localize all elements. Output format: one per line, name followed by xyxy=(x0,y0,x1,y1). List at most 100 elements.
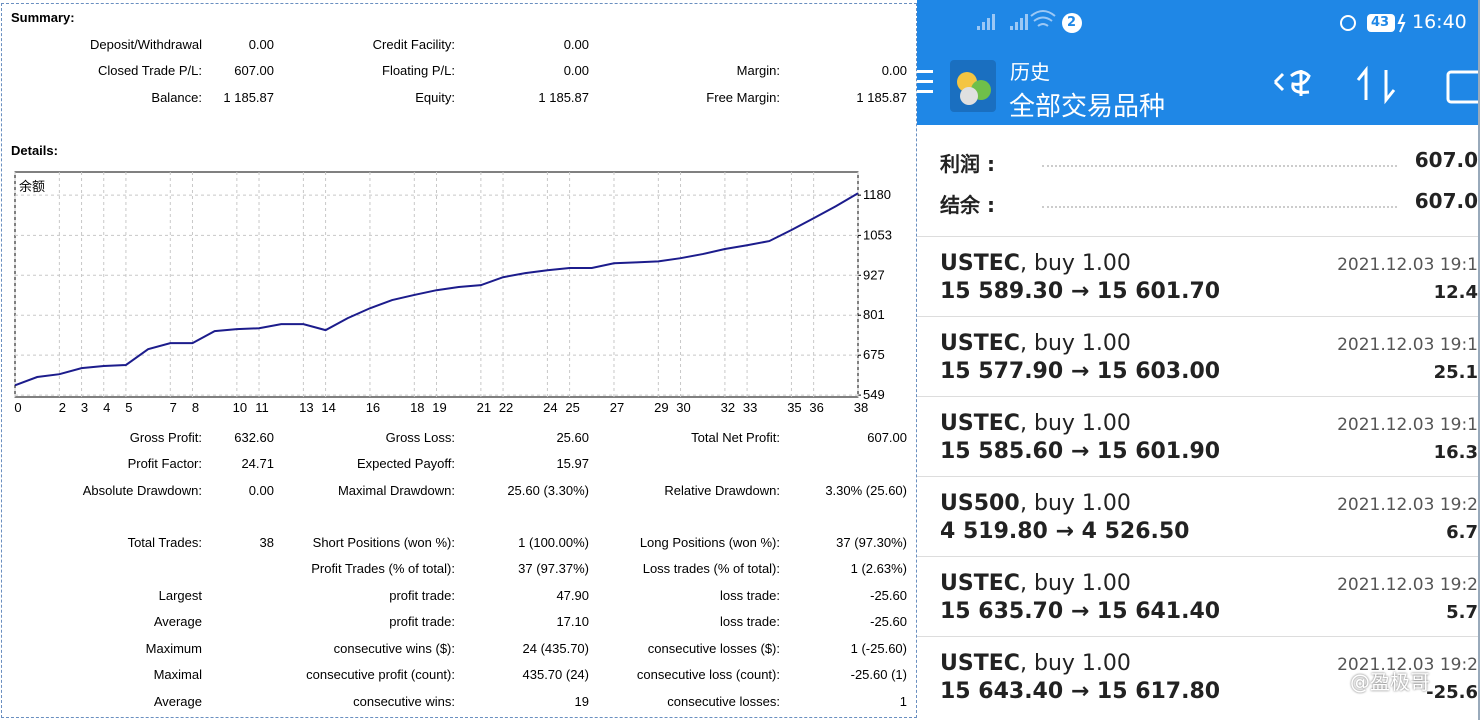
dotted-leader xyxy=(1042,165,1397,167)
balance-chart: 549 675 801 927 1053 1180 0 2 3 4 5 7 8 10 11 13 14 16 18 1… xyxy=(14,171,892,415)
header-subtitle: 全部交易品种 xyxy=(1009,92,1166,122)
x-tick-label: 30 xyxy=(676,400,690,415)
stat-label: Maximal Drawdown: xyxy=(337,483,455,498)
stat-label: Maximum xyxy=(145,641,202,656)
trade-profit: 6.7 xyxy=(1446,522,1478,543)
trade-symbol: USTEC xyxy=(940,571,1020,596)
x-tick-label: 10 xyxy=(233,400,247,415)
x-tick-label: 32 xyxy=(721,400,735,415)
report-frame xyxy=(1,3,917,718)
x-tick-label: 27 xyxy=(610,400,624,415)
stat-label: Total Trades: xyxy=(127,535,202,550)
trade-row[interactable]: USTEC, buy 1.00 15 635.70 → 15 641.40 2021… xyxy=(917,556,1478,636)
trade-side: , buy 1.00 xyxy=(1020,251,1131,276)
separator xyxy=(917,476,1478,477)
summary-value: 1 185.87 xyxy=(856,90,907,105)
trade-profit: 16.3 xyxy=(1433,442,1478,463)
calendar-icon[interactable] xyxy=(1446,70,1478,104)
x-tick-label: 2 xyxy=(59,400,66,415)
summary-value: 1 185.87 xyxy=(538,90,589,105)
balance-line xyxy=(14,192,859,387)
stat-value: 24.71 xyxy=(241,456,274,471)
stat-label: loss trade: xyxy=(720,588,780,603)
stat-value: -25.60 xyxy=(870,614,907,629)
stat-value: 25.60 (3.30%) xyxy=(507,483,589,498)
stat-label: Maximal xyxy=(153,667,202,682)
battery-icon xyxy=(1367,14,1395,32)
stat-label: Largest xyxy=(158,588,202,603)
trade-symbol: USTEC xyxy=(940,251,1020,276)
stat-label: consecutive profit (count): xyxy=(306,667,455,682)
x-tick-label: 8 xyxy=(192,400,199,415)
trade-row[interactable]: USTEC, buy 1.00 15 585.60 → 15 601.90 2021… xyxy=(917,396,1478,476)
x-tick-label: 19 xyxy=(432,400,446,415)
stat-label: Average xyxy=(153,614,202,629)
x-tick-label: 0 xyxy=(14,400,21,415)
stat-label: Gross Loss: xyxy=(385,430,455,445)
stat-value: 1 (-25.60) xyxy=(850,641,907,656)
header-title: 历史 xyxy=(1010,60,1050,84)
trade-prices: 15 635.70 → 15 641.40 xyxy=(940,599,1221,624)
sort-icon[interactable] xyxy=(1356,65,1396,105)
stat-label: consecutive losses: xyxy=(667,694,780,709)
notification-count: 2 xyxy=(1067,15,1077,30)
y-tick-label: 801 xyxy=(863,307,885,322)
stat-label: Loss trades (% of total): xyxy=(642,561,780,576)
trade-prices: 4 519.80 → 4 526.50 xyxy=(940,519,1190,544)
trade-prices: 15 643.40 → 15 617.80 xyxy=(940,679,1221,704)
section-title: Summary: xyxy=(11,10,75,25)
x-tick-label: 16 xyxy=(366,400,380,415)
trade-time: 2021.12.03 19:2 xyxy=(1337,655,1478,675)
stat-label: Short Positions (won %): xyxy=(312,535,455,550)
signal-icons xyxy=(977,10,1056,30)
summary-value: 0.00 xyxy=(881,63,907,78)
trade-profit: -25.6 xyxy=(1426,682,1478,703)
chart-title: 余额 xyxy=(19,179,45,195)
y-tick-label: 549 xyxy=(863,387,885,402)
trade-row[interactable]: USTEC, buy 1.00 15 643.40 → 15 617.80 2021… xyxy=(917,636,1478,716)
total-label: 结余 : xyxy=(940,193,995,217)
x-tick-label: 38 xyxy=(854,400,868,415)
summary-label: Floating P/L: xyxy=(382,63,455,78)
trade-row[interactable]: USTEC, buy 1.00 15 577.90 → 15 603.00 2021… xyxy=(917,316,1478,396)
summary-value: 0.00 xyxy=(248,37,274,52)
stat-value: 1 xyxy=(899,694,907,709)
stat-value: 1 (2.63%) xyxy=(850,561,907,576)
exchange-icon[interactable] xyxy=(1273,70,1311,96)
trade-profit: 5.7 xyxy=(1446,602,1478,623)
y-tick-label: 1180 xyxy=(863,187,891,202)
stat-value: -25.60 xyxy=(870,588,907,603)
total-value: 607.0 xyxy=(1414,148,1478,172)
stat-value: 38 xyxy=(259,535,274,550)
x-tick-label: 25 xyxy=(565,400,579,415)
stat-value: 37 (97.37%) xyxy=(518,561,589,576)
stat-label: Long Positions (won %): xyxy=(639,535,780,550)
stat-value: 607.00 xyxy=(867,430,907,445)
clock: 16:40 xyxy=(1412,11,1467,33)
stat-label: consecutive losses ($): xyxy=(647,641,780,656)
stat-value: 37 (97.30%) xyxy=(836,535,907,550)
trade-side: , buy 1.00 xyxy=(1020,571,1131,596)
alarm-icon xyxy=(1340,15,1356,31)
trade-row[interactable]: US500, buy 1.00 4 519.80 → 4 526.50 2021.1… xyxy=(917,476,1478,556)
separator xyxy=(917,236,1478,237)
stat-value: 1 (100.00%) xyxy=(518,535,589,550)
x-tick-label: 7 xyxy=(170,400,177,415)
x-tick-label: 22 xyxy=(499,400,513,415)
trade-side: , buy 1.00 xyxy=(1020,331,1131,356)
summary-value: 607.00 xyxy=(234,63,274,78)
summary-value: 0.00 xyxy=(563,63,589,78)
trade-side: , buy 1.00 xyxy=(1020,651,1131,676)
stat-label: Relative Drawdown: xyxy=(664,483,780,498)
stat-label: Gross Profit: xyxy=(129,430,202,445)
trade-profit: 25.1 xyxy=(1433,362,1478,383)
stat-label: consecutive loss (count): xyxy=(636,667,780,682)
trade-symbol: USTEC xyxy=(940,331,1020,356)
x-tick-label: 4 xyxy=(103,400,110,415)
trade-prices: 15 589.30 → 15 601.70 xyxy=(940,279,1221,304)
trade-row[interactable]: USTEC, buy 1.00 15 589.30 → 15 601.70 2021… xyxy=(917,236,1478,316)
x-tick-label: 21 xyxy=(477,400,491,415)
stat-label: loss trade: xyxy=(720,614,780,629)
summary-label: Closed Trade P/L: xyxy=(97,63,202,78)
trade-time: 2021.12.03 19:1 xyxy=(1337,255,1478,275)
